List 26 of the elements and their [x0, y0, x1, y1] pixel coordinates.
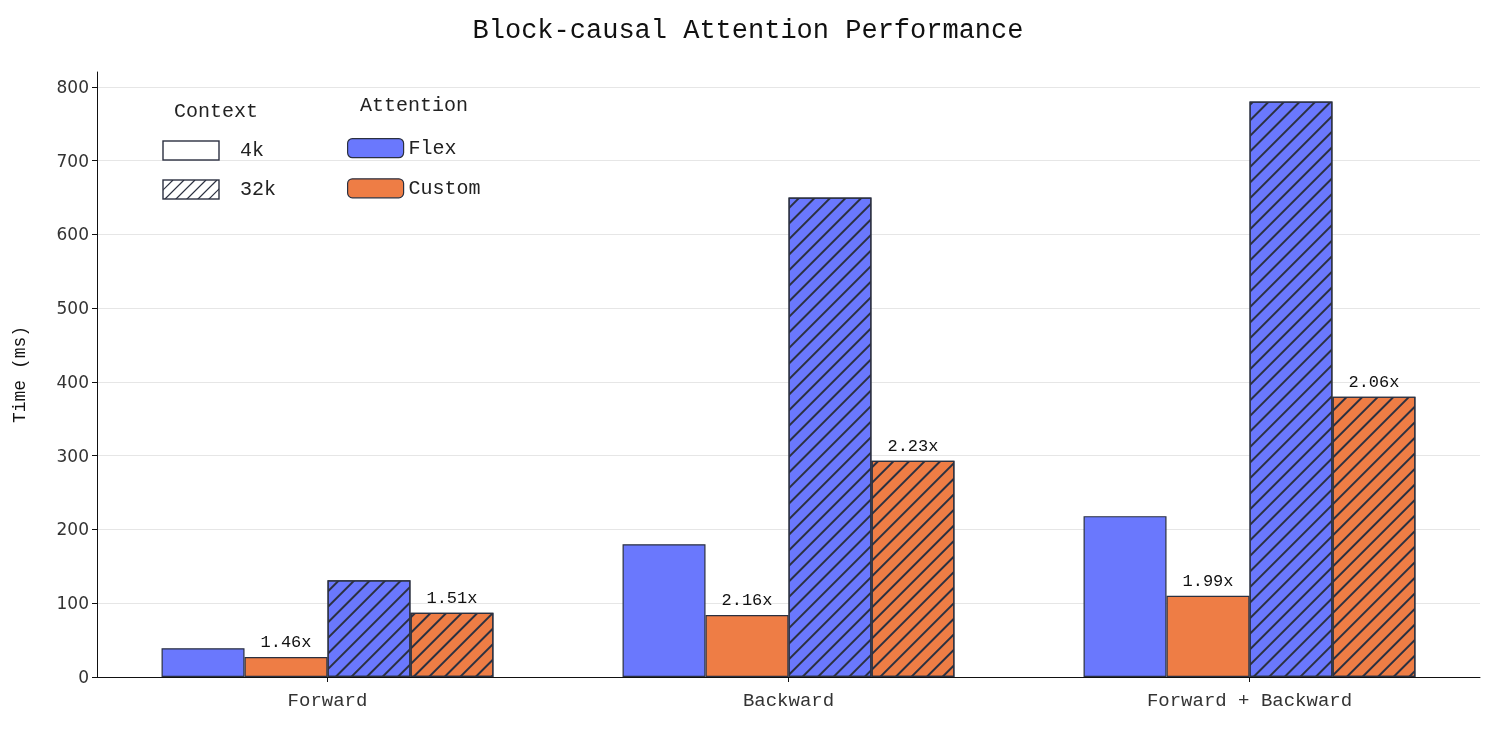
x-tick-label: Backward [742, 689, 835, 712]
y-tick-label: 100 [56, 593, 89, 614]
y-tick-label: 300 [56, 445, 89, 466]
chart-title: Block-causal Attention Performance [472, 15, 1024, 46]
y-tick-label: 800 [56, 76, 89, 97]
legend-label: Custom [408, 176, 481, 200]
y-tick-label: 0 [78, 667, 89, 687]
annotation: 1.51x [426, 588, 478, 608]
y-tick-label: 600 [56, 224, 89, 245]
legend-title: Attention [360, 93, 469, 117]
annotation: 32k [240, 178, 277, 201]
annotation: Context [173, 99, 259, 125]
annotation: 1.99x [1182, 571, 1234, 591]
x-tick-label: Forward [287, 689, 368, 712]
y-tick-label: 400 [56, 371, 89, 392]
annotation: 1.46x [260, 633, 312, 653]
annotation: 2.23x [887, 436, 939, 456]
y-tick-label: 500 [56, 298, 89, 319]
y-tick-label: 700 [56, 150, 89, 171]
y-axis-title: Time (ms) [10, 325, 30, 424]
x-tick-label: Forward + Backward [1146, 689, 1353, 712]
y-tick-label: 200 [56, 519, 89, 540]
annotation: 2.06x [1348, 372, 1400, 392]
legend-label: Flex [408, 136, 457, 160]
annotation: 2.16x [721, 591, 773, 611]
annotation: 4k [240, 139, 265, 162]
